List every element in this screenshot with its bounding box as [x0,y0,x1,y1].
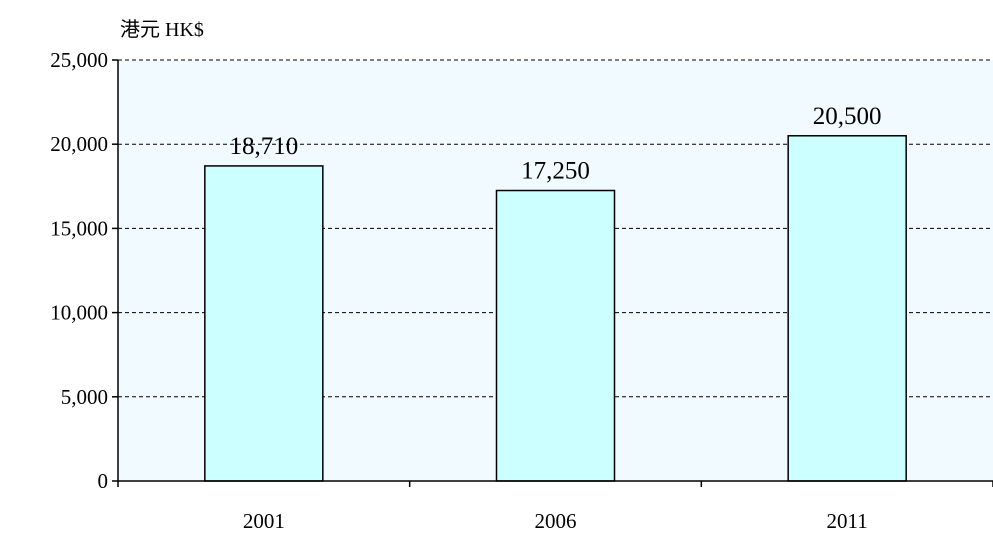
y-tick-label: 25,000 [50,48,108,72]
x-tick-label: 2011 [827,509,868,533]
data-label-2011: 20,500 [813,103,882,130]
axes: 0 5,000 10,000 15,000 20,000 25,000 2001 2006 20… [50,48,993,533]
y-tick-label: 20,000 [50,132,108,156]
y-tick-label: 15,000 [50,216,108,240]
y-tick-label: 0 [98,469,109,493]
y-axis-unit-label: 港元 HK$ [120,18,204,41]
y-tick-label: 5,000 [61,385,108,409]
data-labels: 18,710 17,250 20,500 [229,103,881,185]
x-tick-label: 2006 [535,509,577,533]
data-label-2001: 18,710 [229,133,298,160]
bars [204,135,907,482]
x-tick-label: 2001 [243,509,285,533]
bar-2001 [204,165,324,482]
y-tick-label: 10,000 [50,301,108,325]
data-label-2006: 17,250 [521,158,590,185]
bar-2011 [787,135,907,482]
bar-2006 [495,189,616,482]
